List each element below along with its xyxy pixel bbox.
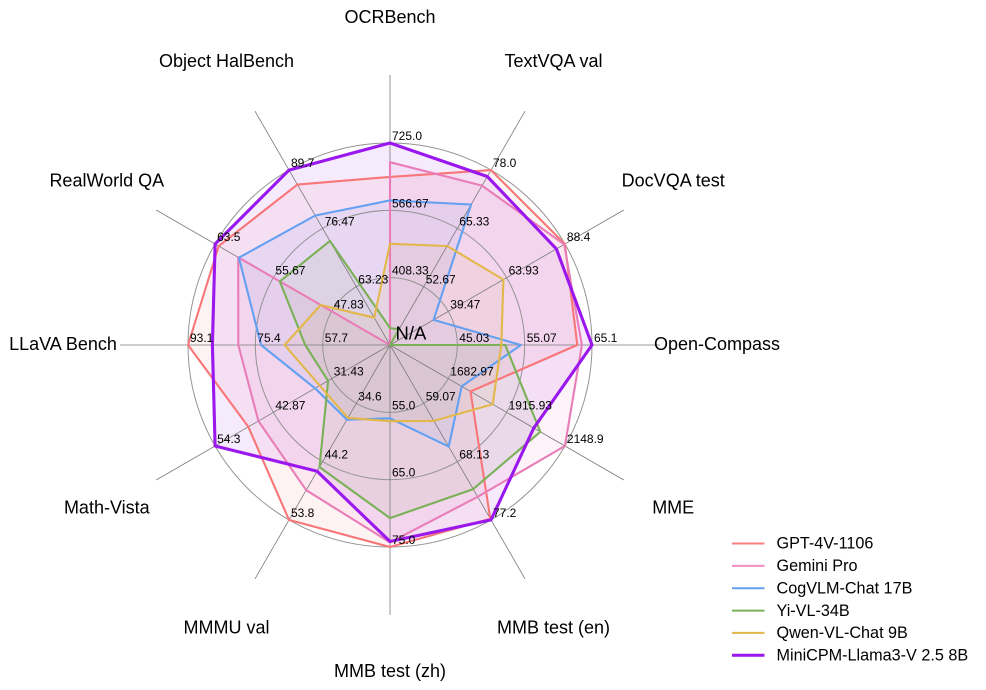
svg-text:53.8: 53.8 [291,506,315,520]
svg-text:MMB test (zh): MMB test (zh) [334,661,446,681]
svg-text:2148.9: 2148.9 [567,432,604,446]
svg-text:52.67: 52.67 [426,273,456,287]
svg-text:GPT-4V-1106: GPT-4V-1106 [777,535,874,553]
svg-text:57.7: 57.7 [325,331,349,345]
svg-text:65.33: 65.33 [459,214,489,228]
svg-text:MiniCPM-Llama3-V 2.5 8B: MiniCPM-Llama3-V 2.5 8B [777,647,969,665]
svg-text:31.43: 31.43 [334,365,364,379]
svg-text:75.0: 75.0 [392,533,416,547]
svg-text:68.13: 68.13 [459,448,489,462]
svg-text:63.5: 63.5 [217,230,241,244]
svg-text:MME: MME [652,498,694,518]
svg-text:44.2: 44.2 [325,448,349,462]
svg-text:MMB test (en): MMB test (en) [497,617,610,637]
svg-text:408.33: 408.33 [392,264,429,278]
svg-text:89.7: 89.7 [291,156,315,170]
svg-text:55.07: 55.07 [527,331,557,345]
svg-text:75.4: 75.4 [257,331,281,345]
svg-text:725.0: 725.0 [392,129,422,143]
svg-text:Open-Compass: Open-Compass [654,334,780,354]
svg-text:Math-Vista: Math-Vista [64,498,151,518]
svg-text:Yi-VL-34B: Yi-VL-34B [777,602,850,620]
svg-text:55.67: 55.67 [275,264,305,278]
svg-text:34.6: 34.6 [358,389,382,403]
svg-text:42.87: 42.87 [275,398,305,412]
svg-text:TextVQA val: TextVQA val [504,51,602,71]
svg-text:65.0: 65.0 [392,466,416,480]
svg-text:63.23: 63.23 [358,273,388,287]
svg-text:76.47: 76.47 [325,214,355,228]
svg-text:77.2: 77.2 [493,506,517,520]
svg-text:54.3: 54.3 [217,432,241,446]
svg-text:59.07: 59.07 [426,389,456,403]
svg-text:1915.93: 1915.93 [509,398,553,412]
svg-text:39.47: 39.47 [450,297,480,311]
svg-text:DocVQA test: DocVQA test [622,171,725,191]
svg-text:47.83: 47.83 [334,297,364,311]
svg-text:63.93: 63.93 [509,264,539,278]
svg-text:88.4: 88.4 [567,230,591,244]
svg-text:LLaVA Bench: LLaVA Bench [9,334,117,354]
svg-text:OCRBench: OCRBench [344,7,435,27]
svg-text:65.1: 65.1 [594,331,618,345]
svg-text:55.0: 55.0 [392,398,416,412]
svg-text:N/A: N/A [396,323,428,344]
svg-text:93.1: 93.1 [190,331,214,345]
svg-text:Gemini Pro: Gemini Pro [777,557,858,575]
svg-text:78.0: 78.0 [493,156,517,170]
svg-text:Object HalBench: Object HalBench [159,51,294,71]
svg-text:566.67: 566.67 [392,196,429,210]
svg-text:Qwen-VL-Chat 9B: Qwen-VL-Chat 9B [777,624,908,642]
svg-text:MMMU val: MMMU val [184,617,270,637]
svg-text:CogVLM-Chat 17B: CogVLM-Chat 17B [777,579,913,597]
svg-text:1682.97: 1682.97 [450,365,494,379]
svg-text:45.03: 45.03 [459,331,489,345]
svg-text:RealWorld QA: RealWorld QA [49,171,164,191]
